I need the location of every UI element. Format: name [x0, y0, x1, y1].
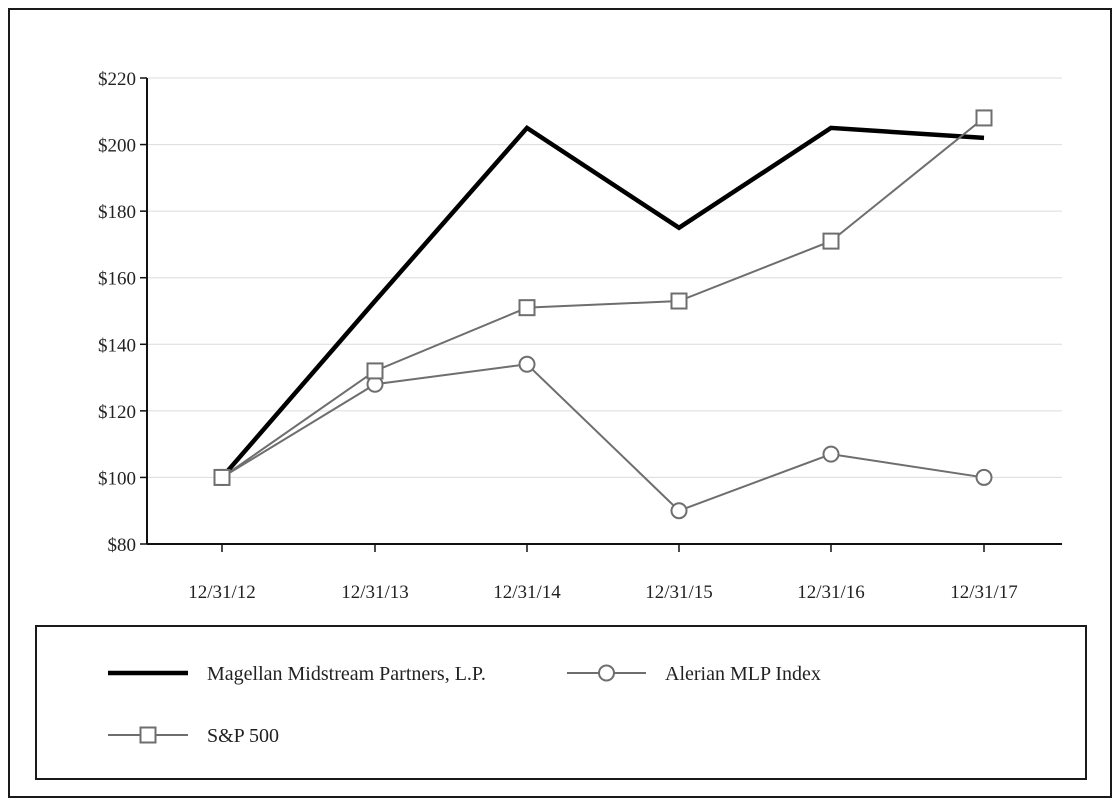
x-tick-label: 12/31/13	[341, 582, 409, 603]
legend-label: S&P 500	[207, 725, 279, 747]
axes	[146, 78, 1062, 545]
x-tick-label: 12/31/12	[188, 582, 256, 603]
legend-item: Magellan Midstream Partners, L.P.	[108, 663, 486, 685]
x-tick-label: 12/31/14	[493, 582, 561, 603]
data-point-square	[213, 468, 231, 486]
data-point-square	[975, 109, 993, 127]
x-tick-label: 12/31/15	[645, 582, 713, 603]
series-group	[213, 109, 993, 520]
data-point-circle	[518, 355, 536, 373]
data-point-circle	[975, 468, 993, 486]
legend: Magellan Midstream Partners, L.P. Alerian…	[35, 625, 1087, 780]
legend-box	[35, 625, 1087, 780]
x-tick-label: 12/31/16	[797, 582, 865, 603]
y-tick-label: $80	[108, 535, 137, 556]
y-axis-ticks: $80 $100 $120 $140 $160 $180 $200 $220	[98, 69, 147, 556]
y-tick-label: $220	[98, 69, 136, 90]
x-tick-label: 12/31/17	[950, 582, 1018, 603]
y-tick-label: $120	[98, 402, 136, 423]
y-tick-label: $140	[98, 335, 136, 356]
y-tick-label: $100	[98, 468, 136, 489]
data-point-square	[518, 299, 536, 317]
y-tick-label: $160	[98, 269, 136, 290]
gridlines	[147, 77, 1062, 478]
legend-item: Alerian MLP Index	[567, 663, 821, 685]
y-tick-label: $200	[98, 136, 136, 157]
series-0	[220, 124, 985, 479]
series-line	[221, 117, 985, 479]
series-1	[213, 355, 993, 520]
series-line	[221, 363, 985, 512]
legend-marker-circle	[598, 664, 615, 682]
data-point-circle	[670, 502, 688, 520]
legend-marker-square	[139, 726, 157, 744]
y-tick-label: $180	[98, 202, 136, 223]
legend-label: Magellan Midstream Partners, L.P.	[207, 663, 486, 685]
series-line	[220, 124, 985, 479]
x-axis-ticks: 12/31/12 12/31/13 12/31/14 12/31/15 12/31/16…	[188, 544, 1018, 603]
data-point-circle	[822, 445, 840, 463]
series-2	[213, 109, 993, 486]
legend-label: Alerian MLP Index	[665, 663, 821, 685]
data-point-square	[822, 232, 840, 250]
data-point-square	[670, 292, 688, 310]
data-point-square	[366, 362, 384, 380]
legend-item: S&P 500	[108, 725, 279, 747]
